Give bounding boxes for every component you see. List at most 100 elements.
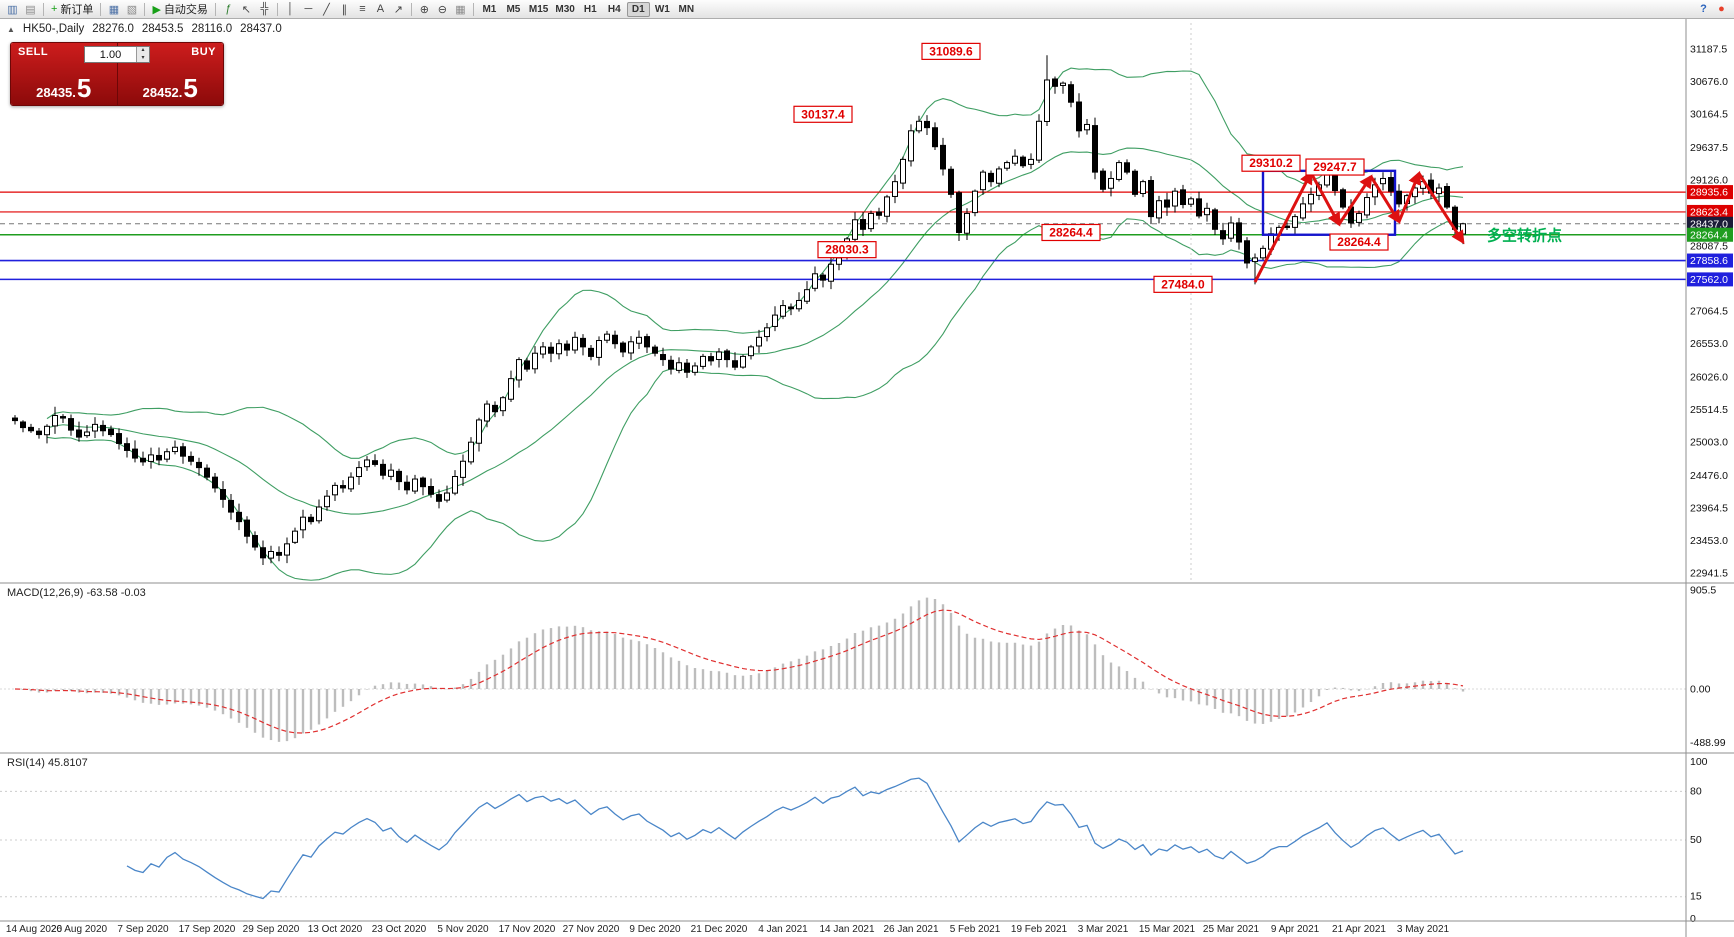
- help-icon[interactable]: ?: [1700, 3, 1707, 15]
- cursor-icon[interactable]: ↖: [241, 3, 252, 16]
- arrows-tool-icon[interactable]: ↗: [393, 3, 404, 16]
- svg-text:27858.6: 27858.6: [1690, 255, 1728, 267]
- svg-text:-488.99: -488.99: [1690, 737, 1726, 749]
- svg-text:27562.0: 27562.0: [1690, 274, 1728, 286]
- record-indicator-icon[interactable]: ●: [1718, 3, 1725, 15]
- toolbar-separator: [144, 2, 146, 16]
- timeframe-w1-button[interactable]: W1: [654, 3, 670, 15]
- svg-text:100: 100: [1690, 756, 1708, 768]
- svg-text:31089.6: 31089.6: [929, 44, 973, 58]
- timeframe-m30-button[interactable]: M30: [555, 3, 575, 15]
- buy-label: BUY: [191, 46, 216, 58]
- svg-text:29126.0: 29126.0: [1690, 175, 1728, 187]
- svg-text:22941.5: 22941.5: [1690, 568, 1728, 580]
- candles-layer: [12, 55, 1466, 565]
- svg-text:27 Nov 2020: 27 Nov 2020: [563, 924, 620, 935]
- svg-text:29310.2: 29310.2: [1249, 156, 1293, 170]
- turning-point-annotation: 多空转折点: [1487, 227, 1562, 245]
- svg-text:17 Nov 2020: 17 Nov 2020: [499, 924, 556, 935]
- lot-increase-button[interactable]: ▴: [137, 47, 149, 55]
- zoom-out-icon[interactable]: ⊖: [437, 3, 448, 16]
- svg-text:26026.0: 26026.0: [1690, 371, 1728, 383]
- timeframe-d1-button[interactable]: D1: [626, 1, 650, 17]
- main-toolbar: ▥ ▤ + 新订单 ▦ ▧ ▶ 自动交易 ƒ ↖ ╬ │ ─ ╱ ∥ ≡ A ↗ ⊕ ⊖ ▦ M1 M5 M15 M30 H1 H4…: [0, 0, 1734, 19]
- svg-text:5 Feb 2021: 5 Feb 2021: [950, 924, 1001, 935]
- fibonacci-icon[interactable]: ≡: [359, 3, 366, 15]
- svg-text:30164.5: 30164.5: [1690, 109, 1728, 121]
- price-callouts: 31089.6 30137.4 29310.2 29247.7 28264.4 28030…: [793, 42, 1389, 293]
- ohlc-open: 28276.0: [92, 23, 134, 35]
- lot-decrease-button[interactable]: ▾: [137, 54, 149, 62]
- svg-text:29 Sep 2020: 29 Sep 2020: [243, 924, 300, 935]
- svg-text:30676.0: 30676.0: [1690, 76, 1728, 88]
- terminal-icon[interactable]: ▥: [7, 3, 18, 16]
- svg-text:19 Feb 2021: 19 Feb 2021: [1011, 924, 1068, 935]
- svg-text:0: 0: [1690, 913, 1696, 925]
- svg-text:28935.6: 28935.6: [1690, 187, 1728, 199]
- svg-text:25003.0: 25003.0: [1690, 437, 1728, 449]
- timeframe-mn-button[interactable]: MN: [678, 3, 695, 15]
- crosshair-icon[interactable]: ╬: [260, 3, 269, 15]
- svg-text:24476.0: 24476.0: [1690, 470, 1728, 482]
- indicators-icon[interactable]: ƒ: [225, 3, 232, 15]
- ohlc-low: 28116.0: [191, 23, 233, 35]
- trendline-icon[interactable]: ╱: [323, 3, 330, 16]
- navigator-icon[interactable]: ▧: [126, 3, 138, 16]
- svg-text:23964.5: 23964.5: [1690, 502, 1728, 514]
- svg-text:23 Oct 2020: 23 Oct 2020: [372, 924, 427, 935]
- svg-text:28437.0: 28437.0: [1690, 218, 1728, 230]
- rsi-levels: [0, 790, 1686, 898]
- vertical-line-icon[interactable]: │: [286, 3, 294, 15]
- profiles-icon[interactable]: ▤: [25, 3, 36, 16]
- svg-text:26 Aug 2020: 26 Aug 2020: [51, 924, 108, 935]
- timeframe-h4-button[interactable]: H4: [607, 3, 621, 15]
- lot-size-input[interactable]: 1.00 ▴ ▾: [84, 46, 150, 63]
- svg-text:905.5: 905.5: [1690, 585, 1716, 597]
- channel-icon[interactable]: ∥: [341, 3, 348, 16]
- svg-text:14 Aug 2020: 14 Aug 2020: [6, 924, 63, 935]
- horizontal-line-icon[interactable]: ─: [304, 3, 313, 15]
- auto-trading-button[interactable]: ▶ 自动交易: [152, 3, 208, 17]
- svg-text:0.00: 0.00: [1690, 684, 1711, 696]
- svg-text:17 Sep 2020: 17 Sep 2020: [179, 924, 236, 935]
- toolbar-separator: [43, 2, 44, 16]
- svg-text:80: 80: [1690, 785, 1702, 797]
- tile-windows-icon[interactable]: ▦: [455, 3, 466, 16]
- svg-text:28264.4: 28264.4: [1337, 235, 1381, 249]
- toolbar-separator: [214, 2, 216, 16]
- timeframe-m1-button[interactable]: M1: [482, 3, 497, 15]
- zoom-in-icon[interactable]: ⊕: [419, 3, 430, 16]
- chart-windows-icon[interactable]: ▦: [108, 3, 120, 16]
- svg-text:27064.5: 27064.5: [1690, 306, 1728, 318]
- chart-symbol-header: ▲ HK50-,Daily 28276.0 28453.5 28116.0 28…: [7, 23, 282, 35]
- svg-text:25 Mar 2021: 25 Mar 2021: [1203, 924, 1260, 935]
- svg-text:25514.5: 25514.5: [1690, 404, 1728, 416]
- timeframe-m15-button[interactable]: M15: [528, 3, 549, 15]
- timeframe-h1-button[interactable]: H1: [583, 3, 597, 15]
- text-tool-icon[interactable]: A: [376, 3, 385, 15]
- toolbar-separator: [100, 2, 102, 16]
- macd-axis: 905.5 0.00 -488.99: [1690, 585, 1726, 749]
- svg-text:7 Sep 2020: 7 Sep 2020: [117, 924, 169, 935]
- svg-text:4 Jan 2021: 4 Jan 2021: [758, 924, 808, 935]
- svg-text:15: 15: [1690, 891, 1702, 903]
- svg-text:28264.4: 28264.4: [1690, 229, 1728, 241]
- svg-text:50: 50: [1690, 834, 1702, 846]
- svg-text:9 Apr 2021: 9 Apr 2021: [1271, 924, 1320, 935]
- toolbar-separator: [276, 2, 278, 16]
- svg-text:9 Dec 2020: 9 Dec 2020: [629, 924, 681, 935]
- sell-price: 28435. 5: [36, 73, 92, 104]
- svg-text:28623.4: 28623.4: [1690, 206, 1728, 218]
- svg-text:5 Nov 2020: 5 Nov 2020: [437, 924, 489, 935]
- svg-text:29637.5: 29637.5: [1690, 142, 1728, 154]
- toolbar-separator: [410, 2, 412, 16]
- svg-text:27484.0: 27484.0: [1161, 277, 1205, 291]
- svg-text:3 May 2021: 3 May 2021: [1397, 924, 1450, 935]
- symbol-marker-icon: ▲: [7, 24, 15, 34]
- svg-text:28264.4: 28264.4: [1049, 225, 1093, 239]
- buy-button[interactable]: BUY 28452. 5: [117, 43, 223, 105]
- price-axis: 31187.5 30676.0 30164.5 29637.5 29126.028935…: [1687, 44, 1733, 580]
- timeframe-m5-button[interactable]: M5: [506, 3, 521, 15]
- new-order-button[interactable]: + 新订单: [51, 3, 94, 16]
